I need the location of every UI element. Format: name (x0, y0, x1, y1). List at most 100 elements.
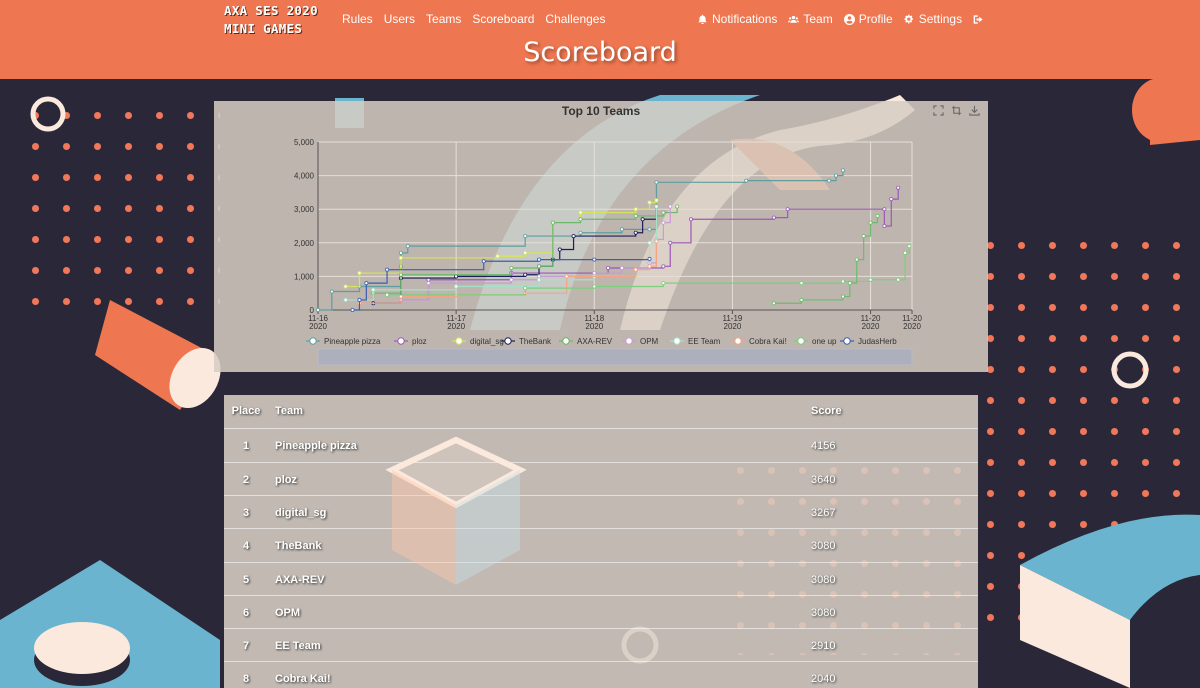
data-point (903, 250, 908, 255)
data-point (661, 281, 666, 286)
data-point (868, 220, 873, 225)
data-point (537, 257, 542, 262)
series-line (773, 215, 879, 304)
nav-link-notifications[interactable]: Notifications (697, 12, 777, 26)
row-team-link[interactable]: EE Team (275, 640, 321, 653)
series-line (387, 246, 910, 296)
cogs-icon (904, 14, 913, 23)
brand-logo[interactable]: AXA SES 2020 MINI GAMES (224, 2, 318, 38)
series-line (352, 258, 651, 311)
x-tick-label: 11-20 (902, 314, 922, 323)
legend-marker (397, 337, 405, 345)
row-score: 2910 (811, 640, 836, 653)
nav-profile-label: Profile (858, 12, 893, 26)
legend-label: EE Team (688, 337, 721, 346)
nav-link-team[interactable]: Team (788, 12, 833, 26)
row-score: 3080 (811, 573, 836, 586)
data-point (785, 207, 790, 212)
zoom-icon[interactable] (933, 105, 944, 116)
x-tick-label: 11-16 (308, 314, 328, 323)
row-team-link[interactable]: OPM (275, 606, 301, 619)
nav-link-profile[interactable]: Profile (843, 12, 893, 26)
data-point (907, 244, 912, 249)
nav-link-logout[interactable] (973, 12, 984, 26)
chart-toolbox (933, 105, 980, 116)
data-point (854, 257, 859, 262)
row-score: 2040 (811, 673, 836, 686)
data-point (578, 210, 583, 215)
table-header-row: Place Team Score (224, 395, 978, 428)
data-point (647, 264, 652, 269)
y-tick-label: 4,000 (294, 172, 315, 181)
series-line (318, 170, 844, 311)
data-point (523, 286, 528, 291)
table-row: 8 Cobra Kai! 2040 (224, 661, 978, 688)
nav-link-rules[interactable]: Rules (342, 12, 373, 26)
legend-marker (625, 337, 633, 345)
data-point (647, 200, 652, 205)
nav-link-teams[interactable]: Teams (426, 12, 462, 26)
data-point (896, 277, 901, 282)
header-place: Place (231, 405, 261, 417)
nav-link-challenges[interactable]: Challenges (545, 12, 606, 26)
row-team-link[interactable]: digital_sg (275, 506, 327, 519)
data-point (343, 284, 348, 289)
row-team-link[interactable]: TheBank (275, 540, 322, 553)
row-team-link[interactable]: ploz (275, 473, 297, 486)
zoom-slider[interactable] (317, 348, 913, 366)
cylinder-right-shape (1132, 70, 1200, 145)
nav-link-settings[interactable]: Settings (904, 12, 962, 26)
data-point (771, 301, 776, 306)
data-point (827, 178, 832, 183)
legend-label: OPM (640, 337, 659, 346)
data-point (405, 244, 410, 249)
nav-link-users[interactable]: Users (383, 12, 416, 26)
data-point (647, 240, 652, 245)
row-place: 4 (242, 540, 250, 553)
data-point (661, 264, 666, 269)
data-point (398, 272, 403, 277)
data-point (889, 197, 894, 202)
data-point (357, 271, 362, 276)
x-tick-label: 11-20 (861, 314, 881, 323)
data-point (896, 185, 901, 190)
data-point (316, 307, 321, 312)
legend-label: one up (812, 337, 837, 346)
data-point (426, 281, 431, 286)
data-point (688, 217, 693, 222)
data-point (495, 254, 500, 259)
download-icon[interactable] (969, 105, 980, 116)
legend-label: Pineapple pizza (324, 337, 381, 346)
zoom-reset-icon[interactable] (951, 105, 962, 116)
data-point (861, 234, 866, 239)
data-point (371, 287, 376, 292)
data-point (537, 274, 542, 279)
row-team-link[interactable]: Cobra Kai! (275, 673, 331, 686)
top-navbar: AXA SES 2020 MINI GAMES Rules Users Team… (0, 0, 1200, 79)
row-team-link[interactable]: Pineapple pizza (275, 440, 357, 453)
data-point (398, 255, 403, 260)
legend-marker (455, 337, 463, 345)
nav-link-scoreboard[interactable]: Scoreboard (472, 12, 535, 26)
x-tick-label: 2020 (724, 322, 742, 331)
data-point (640, 217, 645, 222)
row-score: 3080 (811, 540, 836, 553)
data-point (481, 259, 486, 264)
data-point (592, 284, 597, 289)
data-point (799, 281, 804, 286)
row-place: 3 (242, 506, 250, 519)
row-team-link[interactable]: AXA-REV (275, 573, 325, 586)
data-point (509, 265, 514, 270)
row-place: 5 (242, 573, 250, 586)
header-team: Team (275, 405, 303, 417)
data-point (882, 207, 887, 212)
data-point (868, 277, 873, 282)
data-point (834, 173, 839, 178)
legend-marker (673, 337, 681, 345)
data-point (592, 271, 597, 276)
nav-left: Rules Users Teams Scoreboard Challenges (342, 12, 605, 26)
data-point (875, 213, 880, 218)
coin-shape (34, 622, 130, 686)
legend-marker (843, 337, 851, 345)
y-tick-label: 1,000 (294, 272, 315, 281)
